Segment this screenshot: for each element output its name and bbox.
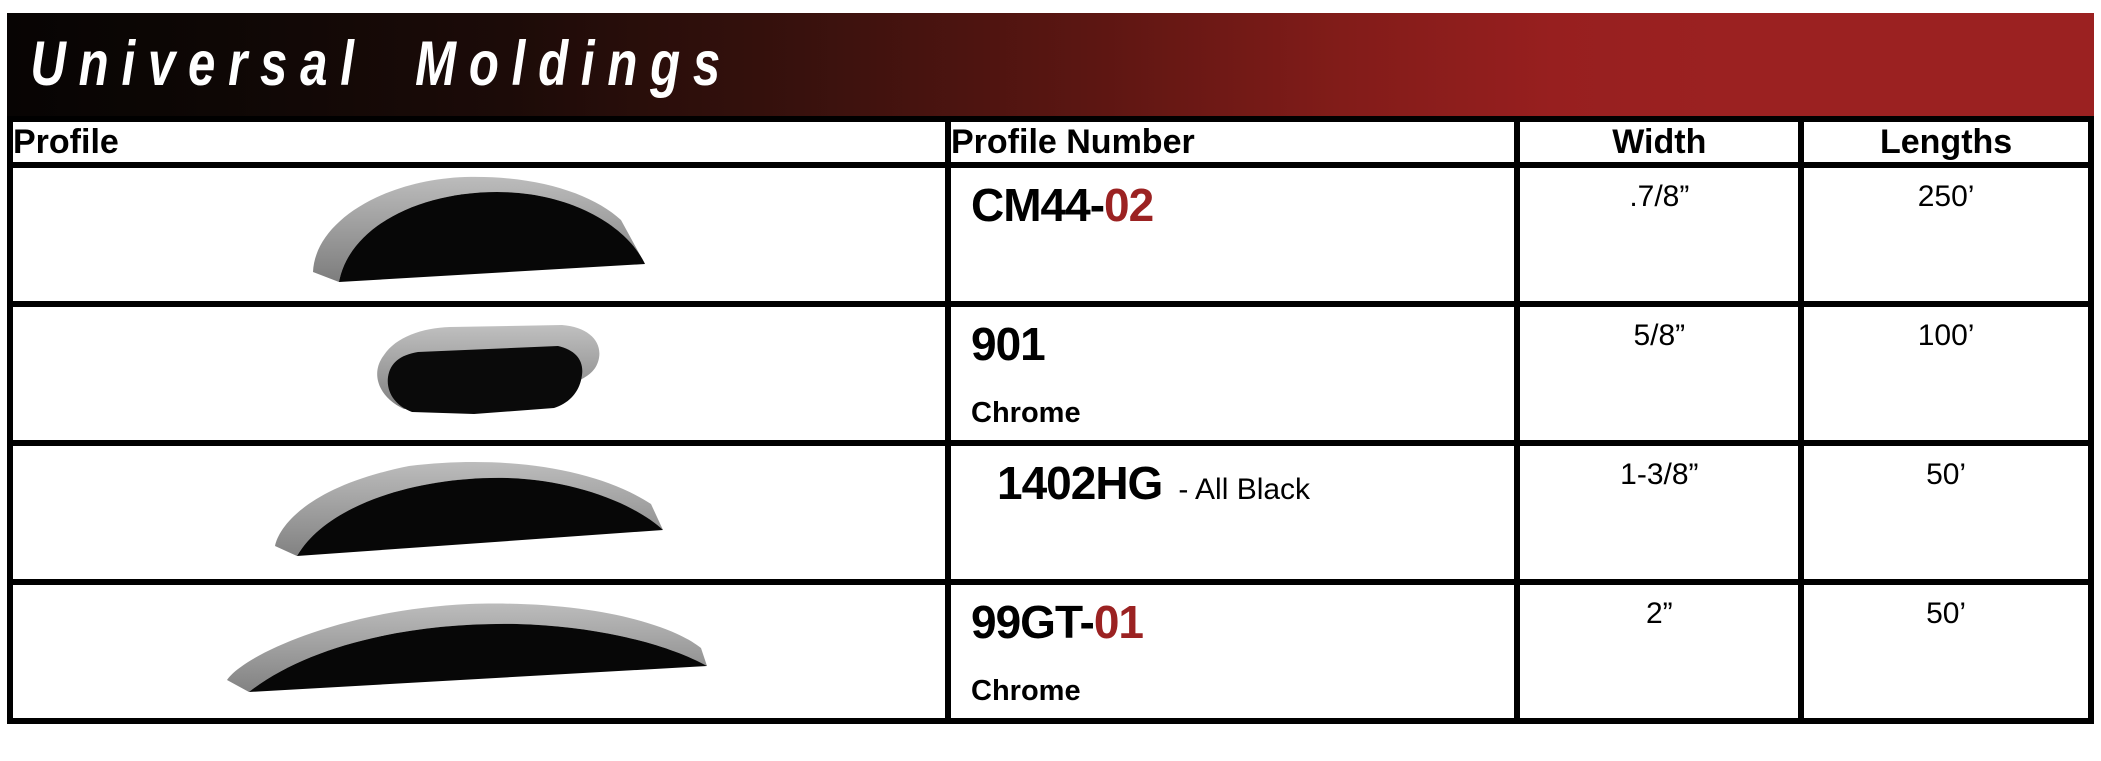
width-value: 5/8” [1633, 319, 1686, 352]
length-value: 50’ [1926, 458, 1967, 491]
rounded-block-molding-icon [334, 325, 624, 422]
low-arch-molding-icon [269, 460, 689, 565]
profile-image-cell [7, 301, 951, 446]
column-header-width: Width [1514, 116, 1805, 168]
width-value: 1-3/8” [1620, 458, 1699, 491]
moldings-table: Profile Profile Number Width Lengths [7, 116, 2094, 724]
length-cell: 50’ [1798, 440, 2094, 585]
profile-number: CM44-02 [951, 168, 1514, 232]
length-value: 50’ [1926, 597, 1967, 630]
width-cell: 5/8” [1514, 301, 1805, 446]
column-header-profile-number: Profile Number [944, 116, 1521, 168]
profile-number-accent: 02 [1104, 179, 1154, 231]
profile-number: 901 [951, 307, 1514, 371]
profile-number: 1402HG - All Black [951, 446, 1514, 510]
page-title: Universal Moldings [30, 29, 734, 99]
profile-number-cell: CM44-02 [944, 162, 1521, 307]
page-banner: Universal Moldings [7, 13, 2094, 116]
table-row: 901 Chrome 5/8” 100’ [7, 301, 2094, 446]
table-header-row: Profile Profile Number Width Lengths [7, 116, 2094, 168]
column-header-lengths: Lengths [1798, 116, 2094, 168]
length-value: 250’ [1917, 180, 1975, 213]
width-cell: 1-3/8” [1514, 440, 1805, 585]
width-value: .7/8” [1629, 180, 1690, 213]
table-row: CM44-02 .7/8” 250’ [7, 162, 2094, 307]
profile-number-black: 99GT- [971, 596, 1095, 648]
table-row: 1402HG - All Black 1-3/8” 50’ [7, 440, 2094, 585]
profile-finish-label: Chrome [971, 397, 1081, 429]
length-value: 100’ [1917, 319, 1975, 352]
profile-image-cell [7, 440, 951, 585]
profile-image-cell [7, 162, 951, 307]
profile-finish-label: Chrome [971, 675, 1081, 707]
half-round-molding-icon [299, 176, 659, 293]
profile-number-cell: 99GT-01 Chrome [944, 579, 1521, 724]
profile-note: - All Black [1178, 473, 1311, 506]
profile-number-black: 901 [971, 318, 1046, 370]
profile-number-black: CM44- [971, 179, 1105, 231]
width-cell: .7/8” [1514, 162, 1805, 307]
profile-number-black: 1402HG [997, 457, 1163, 509]
length-cell: 50’ [1798, 579, 2094, 724]
profile-number-cell: 901 Chrome [944, 301, 1521, 446]
width-value: 2” [1645, 597, 1673, 630]
profile-image-cell [7, 579, 951, 724]
column-header-profile: Profile [7, 116, 951, 168]
length-cell: 250’ [1798, 162, 2094, 307]
profile-number-accent: 01 [1093, 596, 1144, 648]
profile-number: 99GT-01 [951, 585, 1514, 649]
table-row: 99GT-01 Chrome 2” 50’ [7, 579, 2094, 724]
wide-flat-arch-molding-icon [219, 602, 739, 702]
length-cell: 100’ [1798, 301, 2094, 446]
profile-number-cell: 1402HG - All Black [944, 440, 1521, 585]
width-cell: 2” [1514, 579, 1805, 724]
